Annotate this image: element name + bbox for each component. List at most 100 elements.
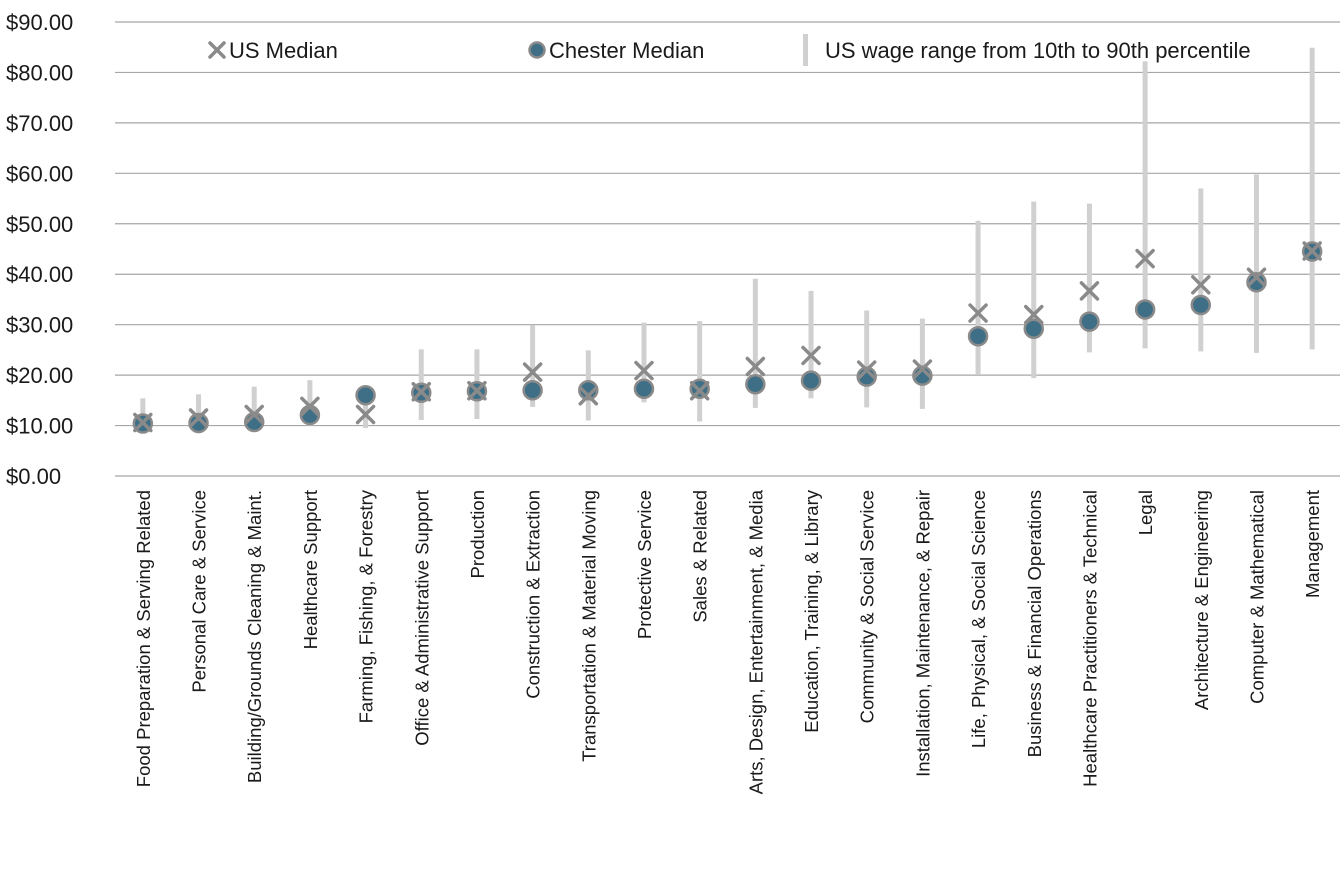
us-range-bar	[1253, 174, 1259, 353]
y-tick-label: $0.00	[6, 464, 61, 489]
category-label: Protective Service	[634, 490, 655, 639]
legend-us-median-marker-icon	[208, 41, 226, 59]
us-median-marker	[1135, 248, 1155, 269]
category-label: Building/Grounds Cleaning & Maint.	[244, 490, 265, 783]
us-median-marker	[578, 386, 599, 406]
chester-median-marker	[1190, 294, 1212, 316]
us-median-marker	[745, 356, 766, 377]
category-label: Sales & Related	[690, 490, 711, 623]
x-axis-category-labels: Food Preparation & Serving Related Person…	[133, 489, 1323, 794]
us-median-marker	[1302, 241, 1322, 261]
us-range-bar	[196, 394, 202, 431]
category-label: Installation, Maintenance, & Repair	[912, 490, 933, 777]
us-range-bar	[752, 278, 758, 408]
category-label: Legal	[1135, 490, 1156, 535]
us-median-marker	[1191, 275, 1211, 295]
us-range-bar	[919, 318, 925, 409]
chester-median-marker	[522, 379, 543, 401]
us-range-bar	[251, 386, 257, 430]
chester-median-marker	[800, 370, 822, 391]
category-label: Community & Social Service	[857, 490, 878, 723]
legend-chester-median-label: Chester Median	[549, 38, 704, 63]
category-label: Business & Financial Operations	[1024, 490, 1045, 757]
us-range-bar	[864, 310, 870, 408]
category-label: Healthcare Support	[300, 490, 321, 649]
us-median-marker	[188, 408, 209, 428]
y-tick-label: $30.00	[6, 313, 73, 338]
us-range-bar	[1031, 201, 1037, 379]
us-range-bar	[530, 325, 536, 407]
us-median-marker	[1079, 281, 1100, 301]
category-label: Life, Physical, & Social Science	[968, 490, 989, 748]
y-tick-label: $90.00	[6, 10, 73, 35]
legend-us-median: US Median	[208, 38, 338, 63]
us-median-marker	[133, 412, 153, 433]
us-range-bar	[363, 394, 369, 429]
y-tick-label: $70.00	[6, 111, 73, 136]
us-median-marker	[355, 404, 376, 425]
chester-median-marker	[1079, 311, 1100, 332]
us-median-marker	[467, 380, 487, 401]
legend-chester-median: Chester Median	[528, 38, 704, 63]
category-label: Computer & Mathematical	[1246, 490, 1267, 704]
chester-median-marker	[355, 385, 376, 406]
category-label: Food Preparation & Serving Related	[133, 490, 154, 787]
category-label: Transportation & Material Moving	[578, 490, 599, 762]
us-range-bar	[808, 290, 814, 399]
us-range-bar	[697, 321, 703, 422]
gridlines	[115, 21, 1340, 477]
legend-us-median-label: US Median	[229, 38, 338, 63]
category-label: Construction & Extraction	[523, 490, 544, 699]
us-median-marker	[634, 360, 654, 381]
category-label: Healthcare Practitioners & Technical	[1079, 490, 1100, 787]
us-range-bar	[307, 380, 313, 426]
us-median-marker	[1024, 304, 1044, 325]
us-median-marker	[968, 303, 988, 323]
y-tick-label: $80.00	[6, 60, 73, 85]
us-median-marker	[912, 359, 933, 379]
legend-us-range-label: US wage range from 10th to 90th percenti…	[825, 38, 1251, 63]
us-median-marker	[689, 380, 710, 401]
us-range-bar	[975, 220, 981, 375]
legend-us-range: US wage range from 10th to 90th percenti…	[803, 34, 1251, 66]
category-label: Education, Training, & Library	[801, 489, 822, 732]
us-median-markers	[133, 241, 1322, 433]
us-median-marker	[1246, 267, 1267, 287]
y-tick-label: $50.00	[6, 212, 73, 237]
us-median-marker	[801, 345, 821, 366]
chester-median-marker	[1023, 318, 1044, 339]
chester-median-marker	[1246, 272, 1267, 293]
us-median-marker	[300, 396, 320, 417]
us-median-marker	[856, 360, 877, 380]
range-bars	[140, 47, 1315, 431]
chester-median-marker	[745, 373, 766, 395]
legend-chester-median-marker-icon	[528, 41, 546, 59]
y-tick-label: $10.00	[6, 414, 73, 439]
chester-median-marker	[188, 412, 209, 434]
us-range-bar	[641, 322, 647, 403]
legend-us-range-bar-icon	[803, 34, 808, 66]
y-tick-label: $60.00	[6, 161, 73, 186]
us-range-bar	[1309, 47, 1315, 350]
category-label: Architecture & Engineering	[1191, 490, 1212, 710]
us-range-bar	[1142, 61, 1148, 349]
chester-median-marker	[967, 326, 989, 347]
chester-median-marker	[633, 378, 655, 399]
y-tick-label: $20.00	[6, 363, 73, 388]
category-label: Management	[1302, 490, 1323, 598]
legend: US Median Chester Median US wage range f…	[208, 34, 1251, 66]
us-median-marker	[522, 362, 543, 382]
category-label: Office & Administrative Support	[411, 490, 432, 746]
category-label: Production	[467, 490, 488, 578]
chester-median-marker	[1134, 299, 1156, 320]
us-range-bar	[1198, 188, 1204, 352]
us-range-bar	[1086, 203, 1092, 353]
y-axis-tick-labels: $0.00 $10.00 $20.00 $30.00 $40.00 $50.00 $60.0…	[6, 10, 73, 489]
us-median-marker	[244, 404, 264, 425]
category-label: Personal Care & Service	[189, 490, 210, 693]
us-median-marker	[411, 382, 431, 402]
category-label: Farming, Fishing, & Forestry	[356, 489, 377, 723]
category-label: Arts, Design, Entertainment, & Media	[745, 489, 766, 794]
y-tick-label: $40.00	[6, 262, 73, 287]
